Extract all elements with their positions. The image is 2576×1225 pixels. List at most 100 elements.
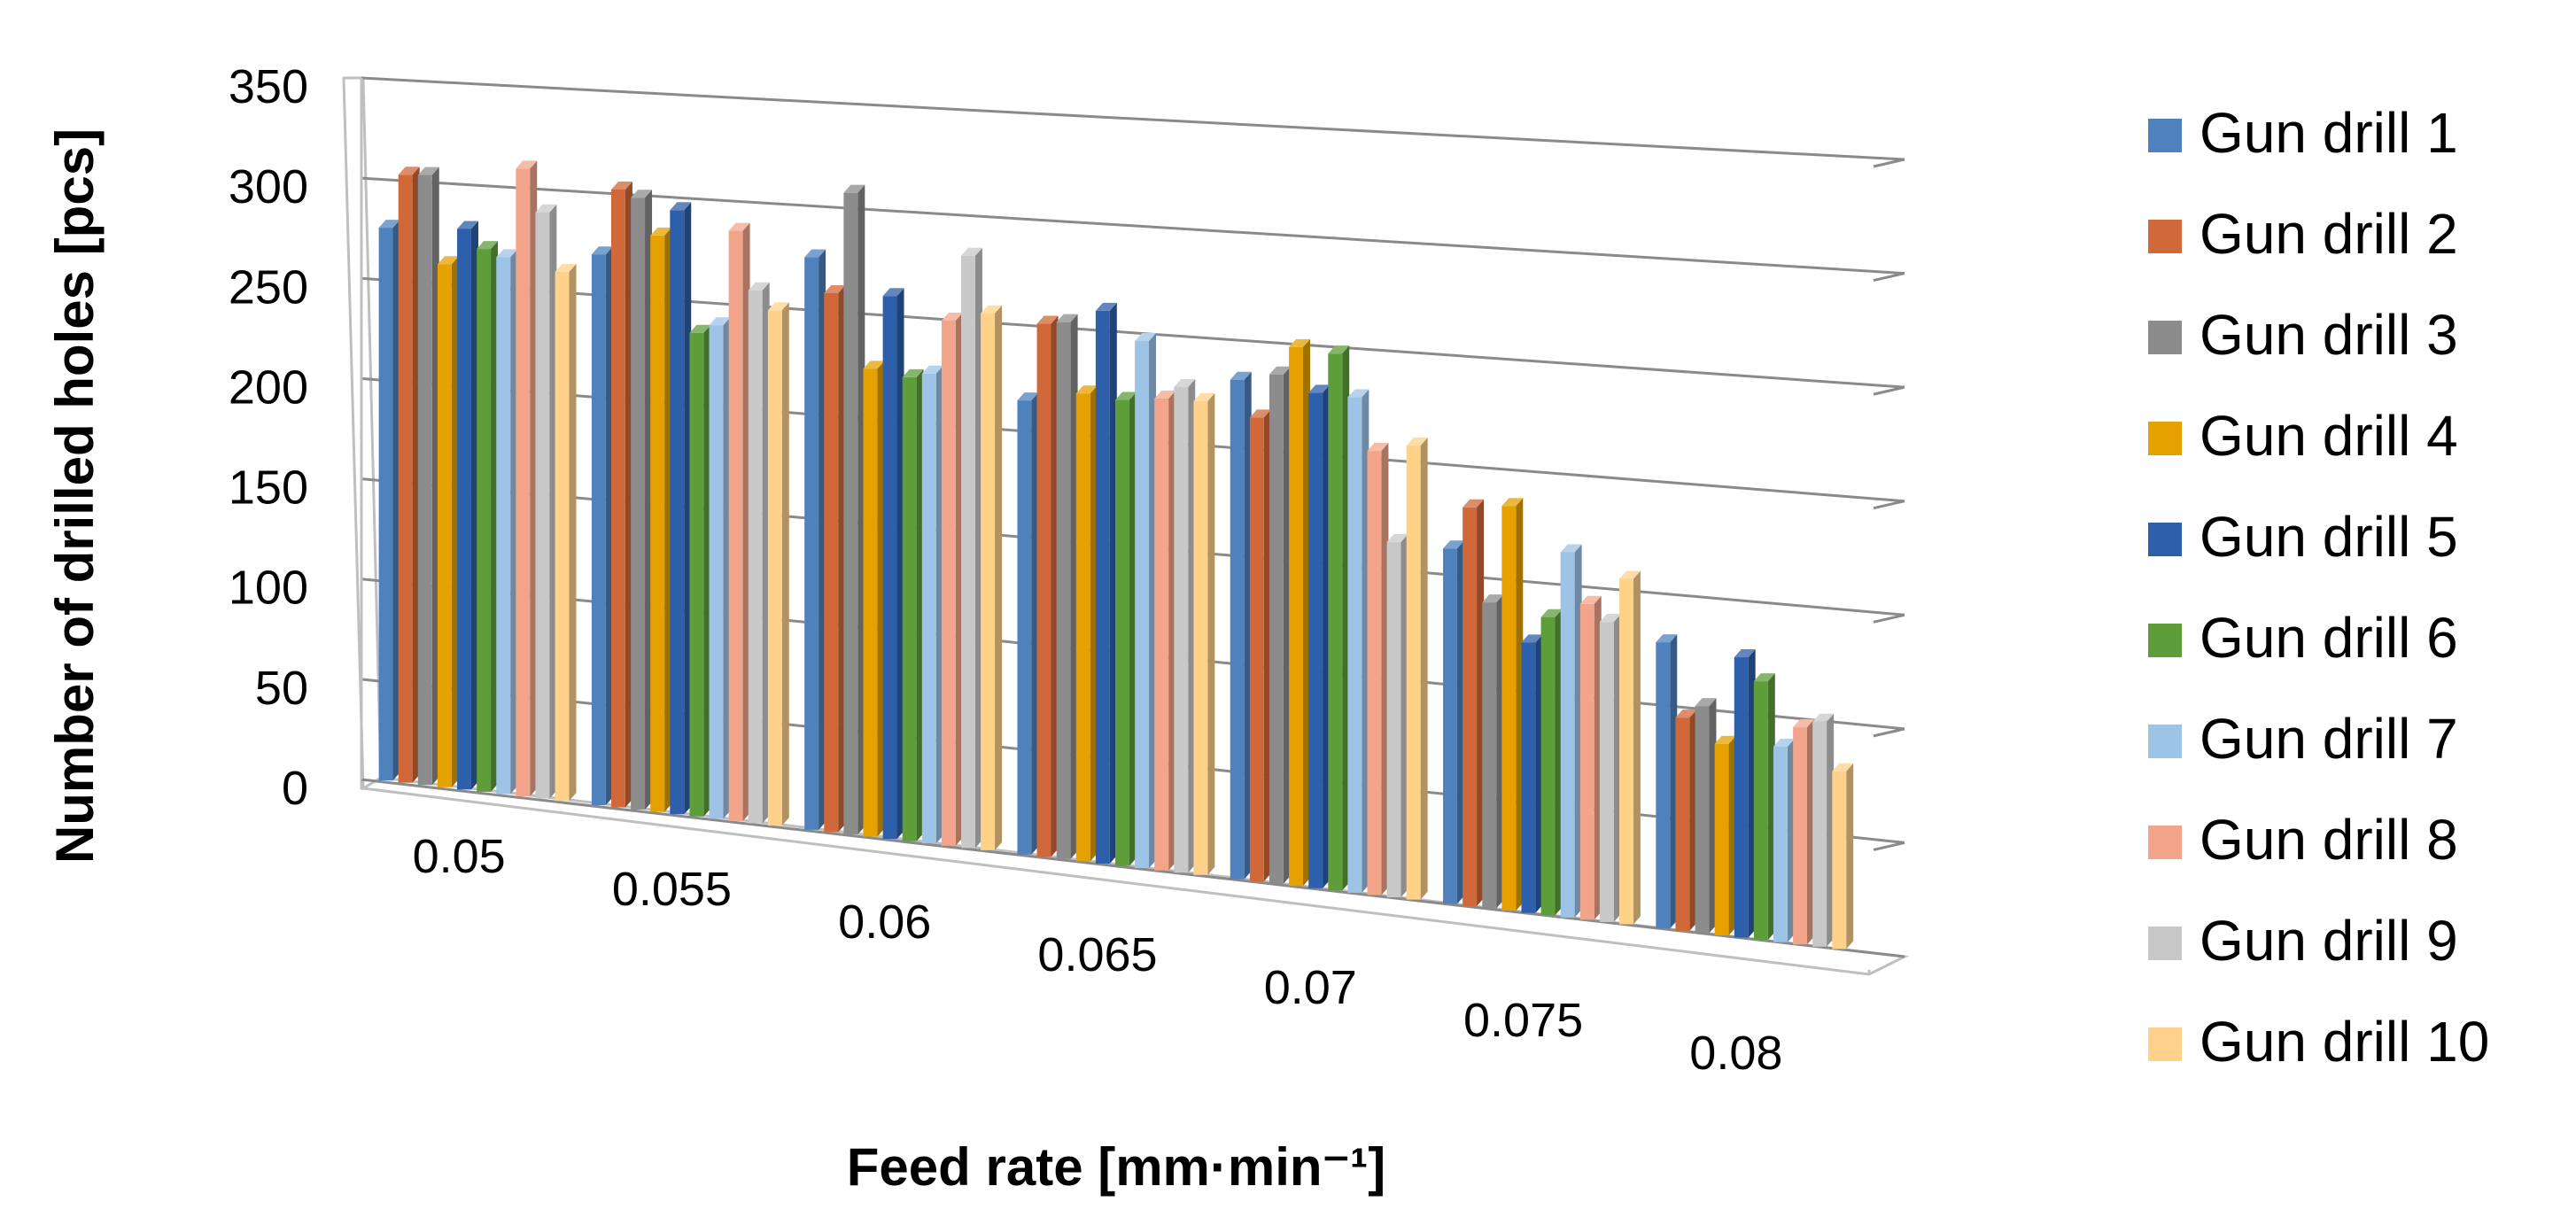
bar-top [1115, 392, 1137, 400]
bar-front [748, 290, 763, 824]
bar-gun-drill-4-0.05 [437, 256, 459, 787]
bar-side [1342, 345, 1350, 891]
bar-gun-drill-9-0.07 [1386, 533, 1408, 898]
bar-top [1154, 390, 1176, 399]
bar-gun-drill-3-0.065 [1056, 314, 1078, 859]
bar-top [804, 249, 826, 258]
legend-swatch [2148, 927, 2182, 960]
bar-side [1362, 389, 1369, 893]
bar-front [1773, 747, 1788, 942]
y-tick-labels: 0 50 100 150 200 250 300 350 [229, 60, 308, 815]
bar-side [625, 181, 632, 808]
bar-side [1031, 392, 1039, 855]
bar-side [1846, 763, 1854, 950]
bar-side [781, 302, 789, 826]
bar-gun-drill-7-0.08 [1773, 739, 1795, 942]
bar-side [530, 160, 538, 797]
bar-side [1302, 338, 1310, 887]
bar-top [477, 241, 499, 250]
bar-front [1406, 446, 1421, 900]
bar-top [1579, 595, 1602, 604]
bar-top [824, 284, 846, 293]
bar-top [1832, 763, 1854, 771]
bar-side [1477, 499, 1485, 906]
bar-front [1832, 771, 1847, 950]
bar-front [1812, 721, 1827, 947]
x-tick-labels: 0.05 0.055 0.06 0.065 0.07 0.075 0.08 [413, 830, 1783, 1080]
bar-front [981, 313, 996, 850]
bar-gun-drill-1-0.065 [1017, 392, 1039, 855]
bar-side [1381, 443, 1389, 895]
gridline-0 [361, 778, 1905, 958]
bar-gun-drill-9-0.05 [535, 204, 557, 799]
bar-top [535, 204, 557, 213]
bar-front [1174, 386, 1189, 873]
bar-front [1521, 642, 1536, 913]
bar-front [437, 264, 452, 787]
bar-front [1463, 507, 1478, 906]
bar-top [1773, 739, 1795, 748]
bar-gun-drill-9-0.055 [748, 282, 770, 824]
gridline-tick-3 [1873, 613, 1905, 624]
y-tick-label: 200 [229, 361, 308, 414]
x-tick-label: 0.06 [838, 895, 931, 949]
y-tick-label: 0 [282, 762, 308, 815]
bar-side [742, 222, 750, 821]
bar-front [1599, 622, 1614, 922]
bar-front [1230, 379, 1245, 880]
bar-front [1269, 374, 1284, 884]
bar-front [843, 192, 858, 834]
bar-top [398, 167, 420, 175]
bar-side [431, 167, 439, 786]
bar-gun-drill-5-0.065 [1095, 302, 1117, 864]
bar-front [1753, 681, 1768, 941]
bar-side [569, 263, 577, 802]
bar-gun-drill-2-0.05 [398, 167, 420, 783]
legend-item: Gun drill 2 [2148, 202, 2458, 266]
legend-item: Gun drill 5 [2148, 505, 2458, 569]
bar-top [1193, 392, 1215, 401]
bar-gun-drill-3-0.08 [1695, 698, 1717, 934]
bar-side [1633, 570, 1641, 925]
legend-swatch [2148, 220, 2182, 253]
bar-gun-drill-5-0.055 [670, 202, 692, 815]
bar-front [804, 257, 819, 830]
bar-top [1812, 713, 1835, 722]
bar-side [1456, 540, 1464, 904]
bar-top [1386, 533, 1408, 542]
bar-gun-drill-5-0.08 [1734, 649, 1756, 938]
legend: Gun drill 1 Gun drill 2 Gun drill 3 Gun dri… [2148, 101, 2489, 1074]
x-tick-label: 0.075 [1463, 994, 1583, 1047]
bar-top [1734, 649, 1756, 658]
legend-label: Gun drill 5 [2200, 505, 2458, 569]
bar-gun-drill-1-0.075 [1443, 540, 1464, 904]
bar-side [1168, 390, 1176, 871]
bar-front [1618, 578, 1633, 925]
gridline-tick-2 [1873, 727, 1905, 738]
bar-side [1263, 409, 1271, 882]
bar-front [1135, 341, 1150, 869]
bar-front [378, 228, 393, 781]
bar-side [392, 220, 400, 781]
bar-front [902, 376, 917, 841]
bar-side [645, 190, 653, 810]
bar-side [1244, 371, 1252, 880]
y-tick-label: 150 [229, 461, 308, 515]
bar-side [1070, 314, 1078, 859]
bar-front [1367, 451, 1382, 895]
bar-side [664, 227, 672, 812]
bar-gun-drill-4-0.07 [1289, 338, 1310, 887]
x-tick-label: 0.055 [612, 863, 732, 916]
bar-gun-drill-1-0.08 [1656, 634, 1678, 929]
bar-side [1051, 315, 1059, 857]
gridline-tick-1 [1873, 841, 1905, 851]
bar-side [1496, 594, 1504, 909]
legend-label: Gun drill 8 [2200, 808, 2458, 872]
bar-gun-drill-1-0.05 [378, 220, 400, 781]
x-tick-label: 0.07 [1264, 961, 1357, 1014]
bar-front [398, 174, 413, 783]
bar-front [1328, 353, 1343, 891]
bar-top [1017, 392, 1039, 401]
bar-side [1420, 438, 1428, 900]
legend-item: Gun drill 8 [2148, 808, 2458, 872]
